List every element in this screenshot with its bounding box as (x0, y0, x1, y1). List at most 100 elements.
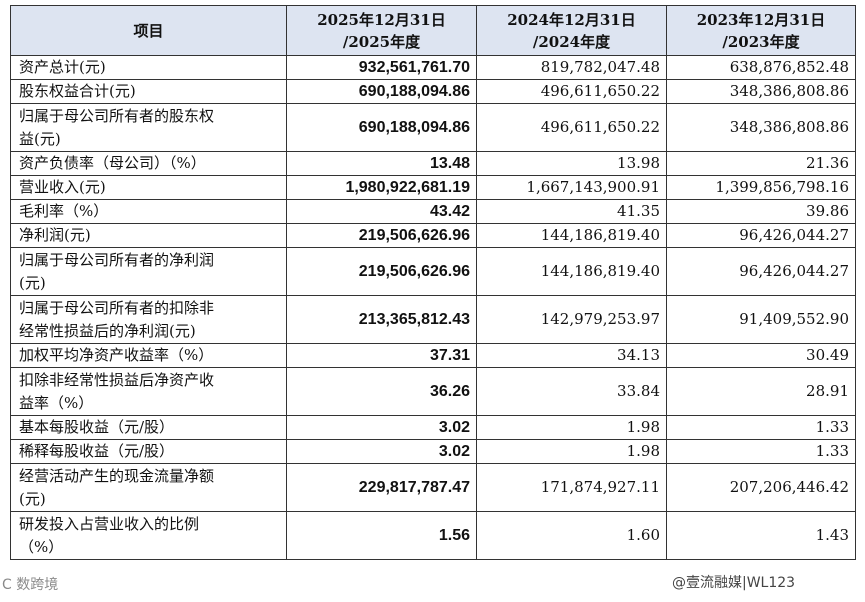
value-2024: 1,667,143,900.91 (476, 175, 667, 200)
row-label: 稀释每股收益（元/股） (10, 439, 287, 464)
row-label: 归属于母公司所有者的扣除非 经常性损益后的净利润(元) (10, 295, 287, 344)
row-label: 资产总计(元) (10, 55, 287, 80)
value-2025: 43.42 (286, 199, 477, 224)
row-label-line: 基本每股收益（元/股） (19, 418, 175, 436)
header-2024-date: 2024年12月31日 (507, 10, 636, 29)
table-row: 营业收入(元) 1,980,922,681.19 1,667,143,900.91 1… (10, 175, 856, 200)
header-2024-year: /2024年度 (532, 32, 611, 51)
value-2025: 1,980,922,681.19 (286, 175, 477, 200)
value-2023: 39.86 (666, 199, 856, 224)
value-2025: 3.02 (286, 439, 477, 464)
table-row: 净利润(元) 219,506,626.96 144,186,819.40 96,426… (10, 223, 856, 248)
value-2023: 1.33 (666, 439, 856, 464)
value-2023: 207,206,446.42 (666, 463, 856, 512)
value-2025: 229,817,787.47 (286, 463, 477, 512)
row-label: 经营活动产生的现金流量净额 (元) (10, 463, 287, 512)
row-label-line: 营业收入(元) (19, 178, 106, 196)
header-2023: 2023年12月31日/2023年度 (666, 5, 856, 56)
row-label: 毛利率（%） (10, 199, 287, 224)
header-2024: 2024年12月31日/2024年度 (476, 5, 667, 56)
value-2025: 219,506,626.96 (286, 223, 477, 248)
row-label-line: 资产总计(元) (19, 58, 106, 76)
row-label-line: (元) (19, 489, 46, 508)
row-label: 扣除非经常性损益后净资产收 益率（%） (10, 367, 287, 416)
value-2023: 1.33 (666, 415, 856, 440)
value-2024: 33.84 (476, 367, 667, 416)
value-2023: 30.49 (666, 343, 856, 368)
value-2023: 91,409,552.90 (666, 295, 856, 344)
value-2025: 690,188,094.86 (286, 103, 477, 152)
value-2024: 142,979,253.97 (476, 295, 667, 344)
table-row: 归属于母公司所有者的净利润 (元) 219,506,626.96 144,186,81… (10, 247, 856, 296)
row-label-line: 毛利率（%） (19, 202, 109, 220)
row-label-line: （%） (19, 537, 64, 556)
header-item: 项目 (10, 5, 287, 56)
value-2025: 36.26 (286, 367, 477, 416)
row-label-line: 经营活动产生的现金流量净额 (19, 466, 215, 485)
row-label-line: 归属于母公司所有者的扣除非 (19, 298, 215, 317)
row-label: 营业收入(元) (10, 175, 287, 200)
value-2024: 496,611,650.22 (476, 79, 667, 104)
value-2025: 932,561,761.70 (286, 55, 477, 80)
value-2024: 1.98 (476, 415, 667, 440)
value-2024: 41.35 (476, 199, 667, 224)
row-label-line: 加权平均净资产收益率（%） (19, 346, 214, 364)
header-2025-year: /2025年度 (342, 32, 421, 51)
value-2025: 13.48 (286, 151, 477, 176)
watermark-left: C 数跨境 (2, 577, 59, 593)
row-label-line: (元) (19, 273, 46, 292)
row-label-line: 归属于母公司所有者的股东权 (19, 106, 215, 125)
table-row: 经营活动产生的现金流量净额 (元) 229,817,787.47 171,874,92… (10, 463, 856, 512)
header-2023-year: /2023年度 (722, 32, 800, 51)
row-label-line: 稀释每股收益（元/股） (19, 442, 175, 460)
header-2023-date: 2023年12月31日 (696, 10, 826, 29)
table-row: 归属于母公司所有者的扣除非 经常性损益后的净利润(元) 213,365,812.43… (10, 295, 856, 344)
row-label: 归属于母公司所有者的净利润 (元) (10, 247, 287, 296)
value-2023: 638,876,852.48 (666, 55, 856, 80)
row-label-line: 研发投入占营业收入的比例 (19, 514, 200, 533)
financial-data-table: 项目 2025年12月31日/2025年度 2024年12月31日/2024年度… (10, 5, 856, 560)
table-row: 研发投入占营业收入的比例 （%） 1.56 1.60 1.43 (10, 511, 856, 560)
table-row: 基本每股收益（元/股） 3.02 1.98 1.33 (10, 415, 856, 440)
table-row: 资产总计(元) 932,561,761.70 819,782,047.48 638,8… (10, 55, 856, 80)
value-2025: 219,506,626.96 (286, 247, 477, 296)
row-label: 净利润(元) (10, 223, 287, 248)
value-2025: 1.56 (286, 511, 477, 560)
value-2025: 3.02 (286, 415, 477, 440)
table-row: 毛利率（%） 43.42 41.35 39.86 (10, 199, 856, 224)
table-body: 资产总计(元) 932,561,761.70 819,782,047.48 638,8… (10, 55, 856, 560)
table-row: 稀释每股收益（元/股） 3.02 1.98 1.33 (10, 439, 856, 464)
value-2024: 496,611,650.22 (476, 103, 667, 152)
value-2023: 96,426,044.27 (666, 223, 856, 248)
row-label-line: 净利润(元) (19, 226, 91, 244)
value-2025: 213,365,812.43 (286, 295, 477, 344)
row-label-line: 扣除非经常性损益后净资产收 (19, 370, 215, 389)
row-label-line: 益率（%） (19, 393, 94, 412)
value-2024: 34.13 (476, 343, 667, 368)
table-row: 资产负债率（母公司）（%） 13.48 13.98 21.36 (10, 151, 856, 176)
value-2025: 690,188,094.86 (286, 79, 477, 104)
row-label-line: 资产负债率（母公司）（%） (19, 154, 206, 172)
table-header-row: 项目 2025年12月31日/2025年度 2024年12月31日/2024年度… (10, 5, 856, 56)
value-2024: 144,186,819.40 (476, 247, 667, 296)
row-label: 加权平均净资产收益率（%） (10, 343, 287, 368)
value-2023: 1.43 (666, 511, 856, 560)
row-label-line: 经常性损益后的净利润(元) (19, 321, 196, 340)
table-row: 归属于母公司所有者的股东权 益(元) 690,188,094.86 496,611,6… (10, 103, 856, 152)
row-label: 基本每股收益（元/股） (10, 415, 287, 440)
row-label-line: 归属于母公司所有者的净利润 (19, 250, 215, 269)
row-label-line: 益(元) (19, 129, 61, 148)
value-2024: 171,874,927.11 (476, 463, 667, 512)
value-2024: 1.60 (476, 511, 667, 560)
row-label: 股东权益合计(元) (10, 79, 287, 104)
row-label: 归属于母公司所有者的股东权 益(元) (10, 103, 287, 152)
value-2023: 28.91 (666, 367, 856, 416)
watermark-right: @壹流融媒|WL123 (672, 575, 796, 591)
value-2024: 1.98 (476, 439, 667, 464)
value-2024: 144,186,819.40 (476, 223, 667, 248)
value-2023: 96,426,044.27 (666, 247, 856, 296)
value-2025: 37.31 (286, 343, 477, 368)
value-2023: 21.36 (666, 151, 856, 176)
value-2024: 819,782,047.48 (476, 55, 667, 80)
table-row: 扣除非经常性损益后净资产收 益率（%） 36.26 33.84 28.91 (10, 367, 856, 416)
